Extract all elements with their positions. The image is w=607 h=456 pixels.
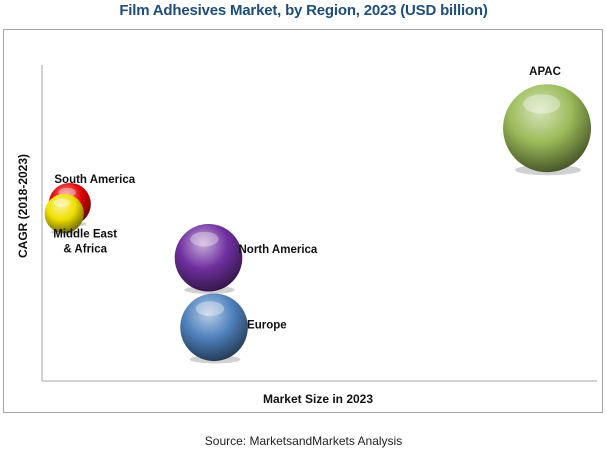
- bubble-highlight: [53, 198, 71, 208]
- bubble-highlight: [190, 231, 219, 247]
- source-note: Source: MarketsandMarkets Analysis: [204, 434, 403, 448]
- chart-frame: [3, 29, 603, 413]
- bubble-label: Europe: [247, 319, 287, 331]
- chart-title: Film Adhesives Market, by Region, 2023 (…: [119, 2, 488, 19]
- bubble-label: APAC: [529, 66, 561, 78]
- bubble-europe: [180, 293, 248, 362]
- bubble-label: Middle East & Africa: [53, 229, 117, 256]
- bubble-label: North America: [239, 244, 318, 256]
- bubble-north-america: [174, 223, 243, 292]
- x-axis-label: Market Size in 2023: [263, 392, 373, 406]
- bubble-highlight: [195, 301, 225, 317]
- bubble-middle-east-africa: [44, 193, 84, 234]
- label-layer: APAC South America Middle East & Africa Nort…: [53, 66, 561, 331]
- y-axis-label: CAGR (2018-2023): [16, 154, 30, 258]
- bubble-label: South America: [54, 174, 135, 186]
- bubble-highlight: [523, 94, 561, 114]
- bubble-layer: [44, 84, 592, 364]
- bubble-apac: [503, 84, 592, 173]
